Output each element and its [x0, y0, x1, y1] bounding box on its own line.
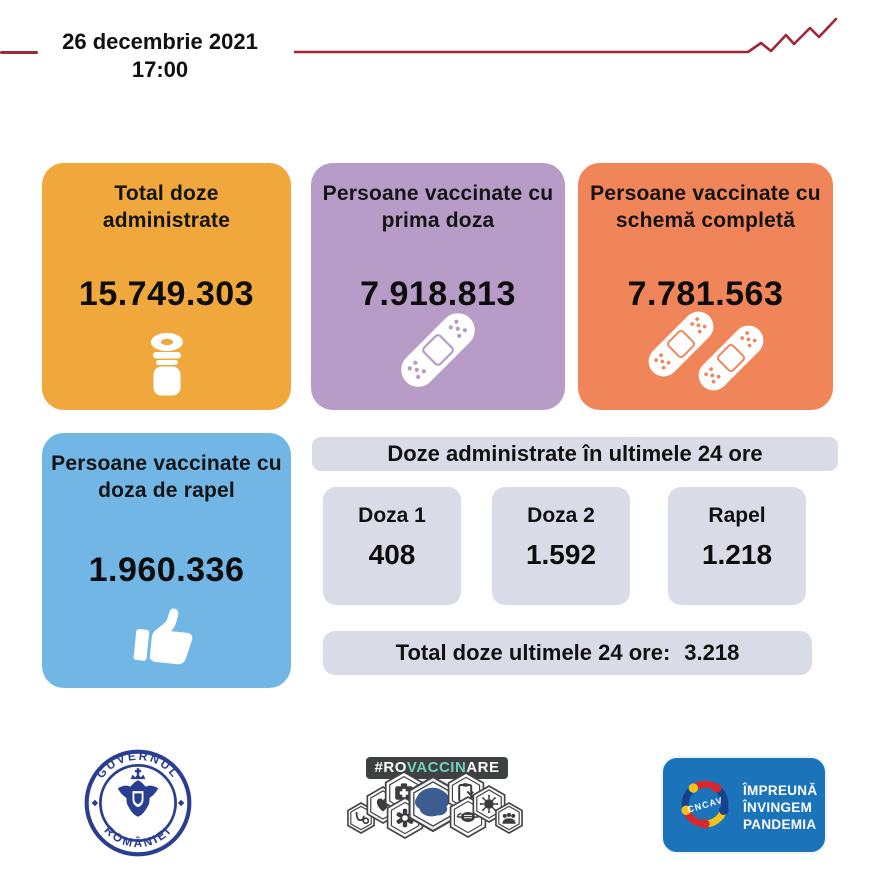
last24-total-bar: Total doze ultimele 24 ore: 3.218 [323, 631, 812, 675]
government-of-romania-seal-logo: GUVERNUL ROMÂNIEI [84, 749, 192, 857]
last24-card-label: Doza 2 [527, 504, 595, 527]
vial-icon [42, 332, 291, 398]
report-date: 26 decembrie 2021 [62, 29, 258, 54]
last24-card-rapel: Rapel 1.218 [668, 487, 806, 605]
stat-card-booster: Persoane vaccinate cu doza de rapel 1.96… [42, 433, 291, 688]
cncav-slogan-line1: ÎMPREUNĂ [743, 783, 818, 798]
rovaccinare-text-part2: VACCIN [406, 759, 467, 776]
stat-card-title: Persoane vaccinate cu schemă completă [590, 182, 821, 232]
last24-total-value: 3.218 [684, 640, 740, 665]
trend-line-icon [293, 17, 838, 54]
stat-card-first-dose: Persoane vaccinate cu prima doza 7.918.8… [311, 163, 565, 410]
bandage-icon [311, 302, 565, 398]
cncav-logo: CNCAV ÎMPREUNĂ ÎNVINGEM PANDEMIA [661, 756, 827, 854]
stat-card-value: 7.781.563 [627, 275, 784, 313]
cncav-slogan-line3: PANDEMIA [743, 817, 817, 832]
stat-card-total-doses: Total doze administrate 15.749.303 [42, 163, 291, 410]
last24-card-doza2: Doza 2 1.592 [492, 487, 630, 605]
report-time: 17:00 [131, 57, 189, 82]
last24-total-label: Total doze ultimele 24 ore: [395, 640, 671, 665]
stat-card-title: Total doze administrate [102, 182, 231, 232]
stat-card-value: 15.749.303 [78, 275, 255, 313]
stat-card-value: 7.918.813 [360, 275, 516, 313]
header-rule-left [0, 51, 38, 54]
rovaccinare-text-part1: #RO [374, 759, 407, 776]
last24-card-doza1: Doza 1 408 [323, 487, 461, 605]
cncav-slogan-line2: ÎNVINGEM [743, 800, 813, 815]
last24-card-value: 1.218 [701, 539, 773, 570]
stat-card-full-scheme: Persoane vaccinate cu schemă completă 7.… [578, 163, 833, 410]
last24-header: Doze administrate în ultimele 24 ore [312, 437, 838, 471]
rovaccinare-text-part3: ARE [466, 759, 500, 776]
last24-card-value: 408 [368, 539, 416, 570]
hexagon-cluster-icon [347, 770, 523, 839]
eagle-crest-icon [117, 768, 159, 817]
last24-card-value: 1.592 [525, 539, 597, 570]
double-bandage-icon [578, 302, 833, 398]
last24-card-label: Doza 1 [358, 504, 426, 527]
people-circle-icon: CNCAV [681, 780, 729, 829]
stat-card-title: Persoane vaccinate cu doza de rapel [51, 452, 282, 502]
report-datetime: 26 decembrie 2021 17:00 [35, 28, 285, 84]
cncav-slogan: ÎMPREUNĂ ÎNVINGEM PANDEMIA [743, 782, 817, 833]
last24-card-label: Rapel [708, 504, 766, 527]
thumbs-up-icon [42, 596, 291, 676]
cncav-emblem-text: CNCAV [686, 795, 724, 815]
stat-card-title: Persoane vaccinate cu prima doza [322, 182, 554, 232]
stat-card-value: 1.960.336 [88, 551, 245, 589]
